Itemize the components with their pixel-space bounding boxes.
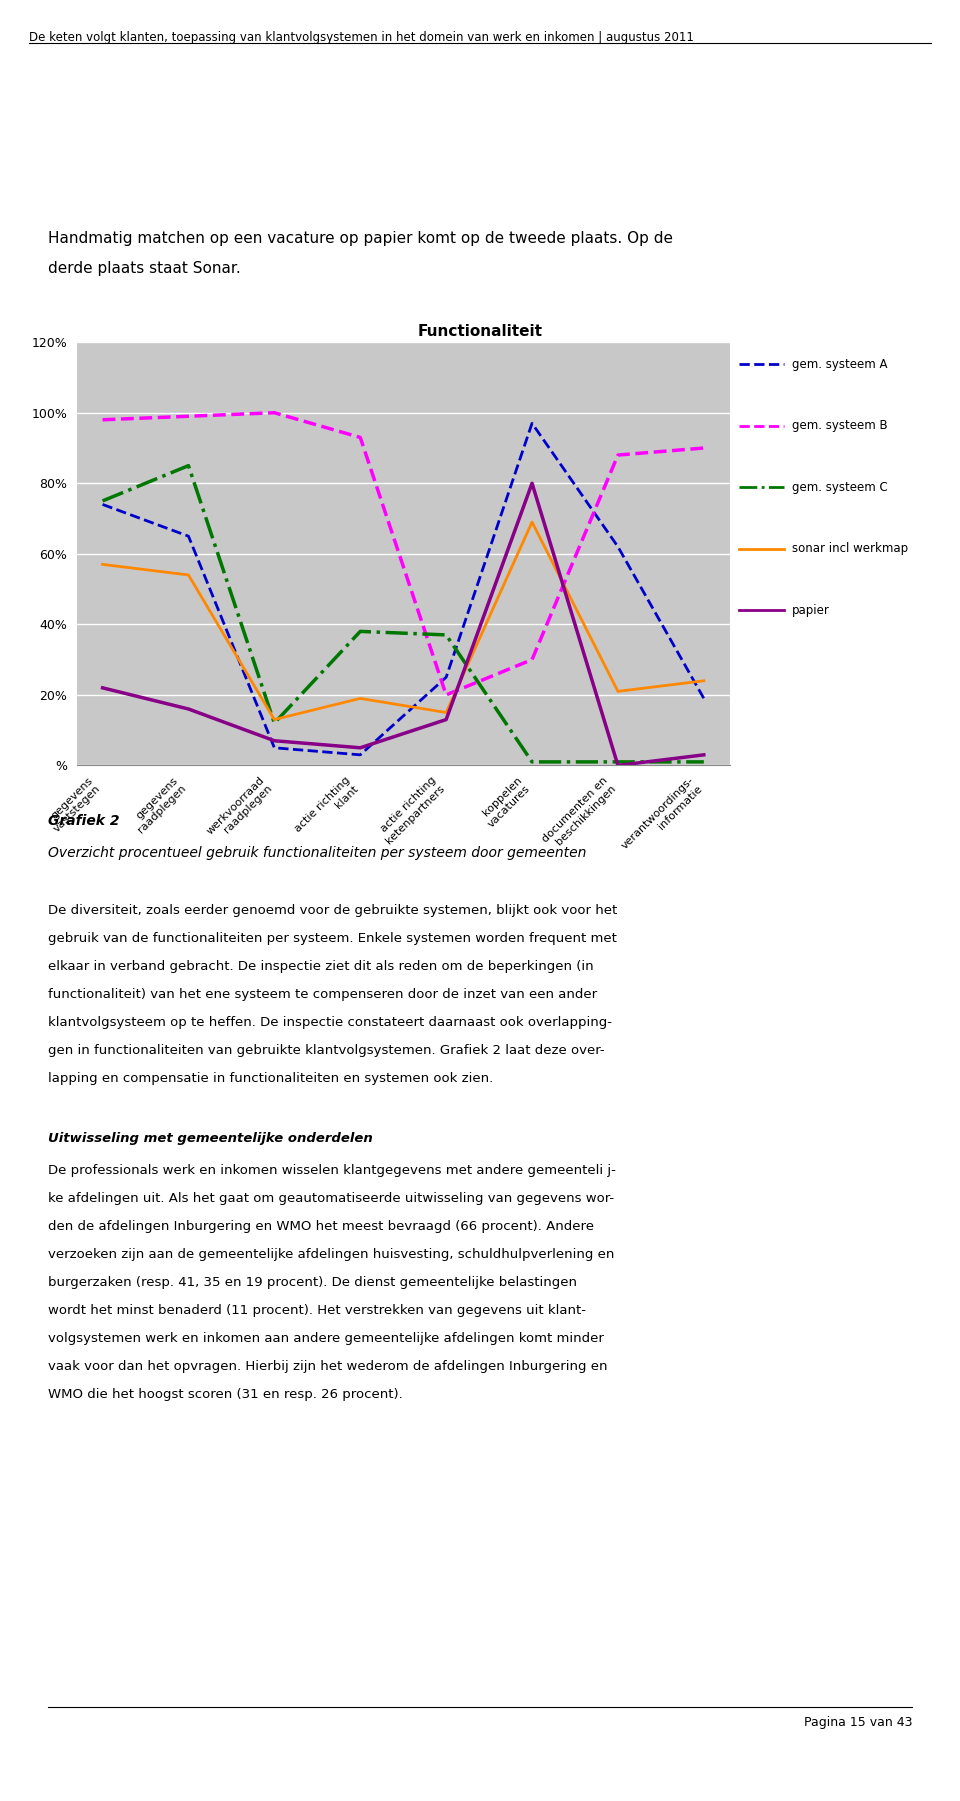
Text: gebruik van de functionaliteiten per systeem. Enkele systemen worden frequent me: gebruik van de functionaliteiten per sys… [48,933,617,946]
Text: vaak voor dan het opvragen. Hierbij zijn het wederom de afdelingen Inburgering e: vaak voor dan het opvragen. Hierbij zijn… [48,1360,608,1372]
Text: Pagina 15 van 43: Pagina 15 van 43 [804,1716,912,1729]
Text: derde plaats staat Sonar.: derde plaats staat Sonar. [48,261,241,276]
Text: sonar incl werkmap: sonar incl werkmap [792,542,908,555]
Text: Functionaliteit: Functionaliteit [418,324,542,339]
Text: De professionals werk en inkomen wisselen klantgegevens met andere gemeenteli j-: De professionals werk en inkomen wissele… [48,1165,616,1178]
Text: burgerzaken (resp. 41, 35 en 19 procent). De dienst gemeentelijke belastingen: burgerzaken (resp. 41, 35 en 19 procent)… [48,1275,577,1290]
Text: gem. systeem A: gem. systeem A [792,358,887,371]
Text: elkaar in verband gebracht. De inspectie ziet dit als reden om de beperkingen (i: elkaar in verband gebracht. De inspectie… [48,960,593,973]
Text: WMO die het hoogst scoren (31 en resp. 26 procent).: WMO die het hoogst scoren (31 en resp. 2… [48,1387,403,1401]
Text: Uitwisseling met gemeentelijke onderdelen: Uitwisseling met gemeentelijke onderdele… [48,1131,372,1145]
Text: papier: papier [792,603,829,616]
Text: Handmatig matchen op een vacature op papier komt op de tweede plaats. Op de: Handmatig matchen op een vacature op pap… [48,231,673,245]
Text: gem. systeem C: gem. systeem C [792,481,887,493]
Text: wordt het minst benaderd (11 procent). Het verstrekken van gegevens uit klant-: wordt het minst benaderd (11 procent). H… [48,1304,586,1317]
Text: De diversiteit, zoals eerder genoemd voor de gebruikte systemen, blijkt ook voor: De diversiteit, zoals eerder genoemd voo… [48,904,617,917]
Text: verzoeken zijn aan de gemeentelijke afdelingen huisvesting, schuldhulpverlening : verzoeken zijn aan de gemeentelijke afde… [48,1248,614,1261]
Text: lapping en compensatie in functionaliteiten en systemen ook zien.: lapping en compensatie in functionalitei… [48,1072,493,1084]
Text: Overzicht procentueel gebruik functionaliteiten per systeem door gemeenten: Overzicht procentueel gebruik functional… [48,846,587,861]
Text: Grafiek 2: Grafiek 2 [48,814,119,828]
Text: ke afdelingen uit. Als het gaat om geautomatiseerde uitwisseling van gegevens wo: ke afdelingen uit. Als het gaat om geaut… [48,1192,614,1205]
Text: gem. systeem B: gem. systeem B [792,420,887,432]
Text: volgsystemen werk en inkomen aan andere gemeentelijke afdelingen komt minder: volgsystemen werk en inkomen aan andere … [48,1333,604,1345]
Text: De keten volgt klanten, toepassing van klantvolgsystemen in het domein van werk : De keten volgt klanten, toepassing van k… [29,31,694,43]
Text: gen in functionaliteiten van gebruikte klantvolgsystemen. Grafiek 2 laat deze ov: gen in functionaliteiten van gebruikte k… [48,1045,605,1057]
Text: den de afdelingen Inburgering en WMO het meest bevraagd (66 procent). Andere: den de afdelingen Inburgering en WMO het… [48,1221,594,1234]
Text: functionaliteit) van het ene systeem te compenseren door de inzet van een ander: functionaliteit) van het ene systeem te … [48,987,597,1001]
Text: klantvolgsysteem op te heffen. De inspectie constateert daarnaast ook overlappin: klantvolgsysteem op te heffen. De inspec… [48,1016,612,1028]
